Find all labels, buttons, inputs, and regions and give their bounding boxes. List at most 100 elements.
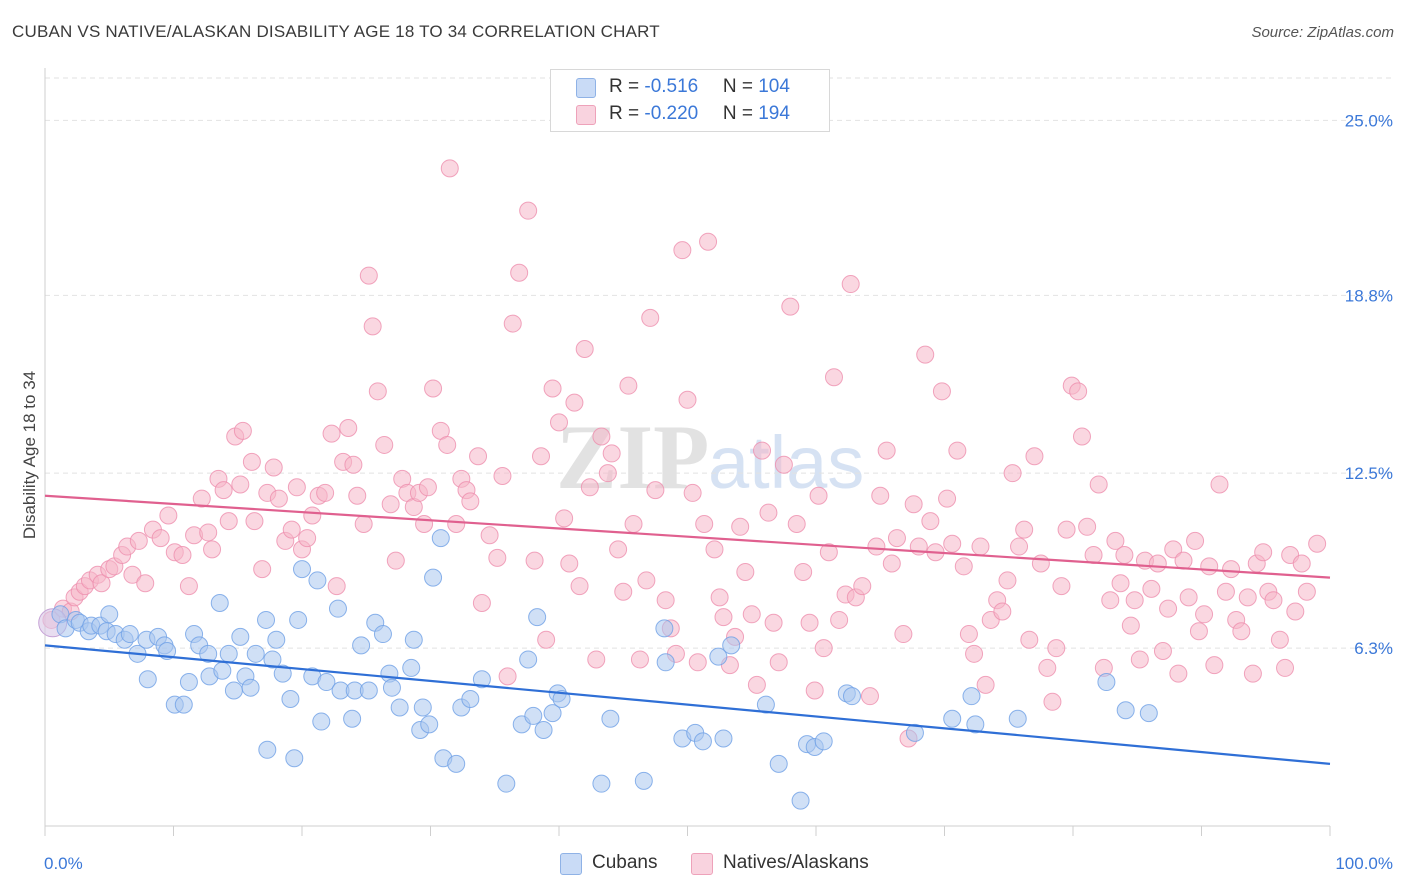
natives-point	[1003, 464, 1022, 483]
cubans-point	[382, 678, 401, 697]
natives-point	[560, 554, 579, 573]
cubans-point	[534, 721, 553, 740]
cubans-point	[424, 568, 443, 587]
natives-point	[614, 582, 633, 601]
natives-point	[809, 486, 828, 505]
natives-point	[965, 644, 984, 663]
bottom-swatch-natives	[691, 853, 713, 875]
natives-point	[860, 687, 879, 706]
cubans-point	[120, 625, 139, 644]
natives-point	[159, 506, 178, 525]
natives-point	[1025, 447, 1044, 466]
cubans-point	[791, 791, 810, 810]
natives-point	[1292, 554, 1311, 573]
cubans-point	[246, 644, 265, 663]
cubans-point	[769, 754, 788, 773]
cubans-point	[373, 625, 392, 644]
natives-point	[245, 512, 264, 531]
natives-point	[1264, 591, 1283, 610]
natives-point	[327, 577, 346, 596]
cubans-point	[273, 664, 292, 683]
cubans-point	[472, 670, 491, 689]
natives-point	[231, 475, 250, 494]
natives-point	[736, 562, 755, 581]
natives-point	[123, 565, 142, 584]
natives-point	[354, 514, 373, 533]
natives-point	[904, 495, 923, 514]
natives-point	[1169, 664, 1188, 683]
cubans-point	[656, 653, 675, 672]
natives-point	[532, 447, 551, 466]
cubans-point	[138, 670, 157, 689]
cubans-point	[905, 723, 924, 742]
natives-point	[440, 159, 459, 178]
gridlines	[45, 77, 1395, 649]
cubans-point	[317, 673, 336, 692]
natives-point	[971, 537, 990, 556]
cubans-point	[655, 619, 674, 638]
natives-point	[592, 427, 611, 446]
natives-point	[219, 512, 238, 531]
natives-point	[493, 466, 512, 485]
natives-point	[253, 560, 272, 579]
cubans-point	[241, 678, 260, 697]
cubans-point	[285, 749, 304, 768]
natives-point	[368, 382, 387, 401]
natives-point	[1069, 382, 1088, 401]
natives-point	[1216, 582, 1235, 601]
natives-point	[781, 297, 800, 316]
legend-n-label: N =	[722, 76, 759, 97]
natives-point	[424, 379, 443, 398]
natives-point	[469, 447, 488, 466]
natives-point	[550, 413, 568, 432]
legend-swatch-natives	[576, 105, 596, 125]
natives-point	[943, 534, 962, 553]
natives-point	[418, 478, 437, 497]
natives-point	[877, 441, 896, 460]
natives-point	[887, 529, 906, 548]
cubans-point	[524, 706, 543, 725]
cubans-point	[402, 658, 421, 677]
natives-point	[1078, 517, 1097, 536]
cubans-point	[634, 771, 653, 790]
watermark-zip: ZIP	[556, 406, 709, 508]
cubans-point	[213, 661, 232, 680]
natives-point	[867, 537, 886, 556]
cubans-trend-line	[44, 644, 1331, 765]
natives-point	[151, 529, 170, 548]
natives-point	[710, 588, 729, 607]
legend-r-label: R =	[609, 103, 645, 124]
natives-point	[882, 554, 901, 573]
natives-point	[731, 517, 750, 536]
natives-point	[624, 514, 643, 533]
natives-point	[1195, 605, 1214, 624]
natives-point	[998, 571, 1017, 590]
natives-point	[1286, 602, 1305, 621]
cubans-point	[404, 630, 423, 649]
natives-point	[1205, 656, 1224, 675]
natives-point	[769, 653, 788, 672]
bottom-legend-label-natives: Natives/Alaskans	[723, 852, 869, 873]
natives-point	[1189, 622, 1208, 641]
natives-point	[537, 630, 556, 649]
natives-point	[841, 275, 860, 294]
natives-point	[203, 540, 222, 559]
natives-point	[598, 464, 617, 483]
natives-point	[543, 379, 562, 398]
natives-point	[555, 509, 574, 528]
natives-point	[415, 514, 434, 533]
natives-point	[916, 345, 935, 364]
cubans-point	[293, 560, 311, 579]
natives-point	[747, 675, 766, 694]
natives-point	[447, 514, 466, 533]
natives-point	[688, 653, 707, 672]
natives-point	[1153, 641, 1172, 660]
natives-point	[381, 495, 400, 514]
natives-point	[938, 489, 957, 508]
cubans-point	[592, 774, 611, 793]
natives-point	[1121, 616, 1140, 635]
legend-r-value-natives: -0.220	[644, 103, 699, 124]
natives-point	[683, 483, 702, 502]
natives-point	[1015, 520, 1034, 539]
legend-n-label: N =	[722, 103, 759, 124]
